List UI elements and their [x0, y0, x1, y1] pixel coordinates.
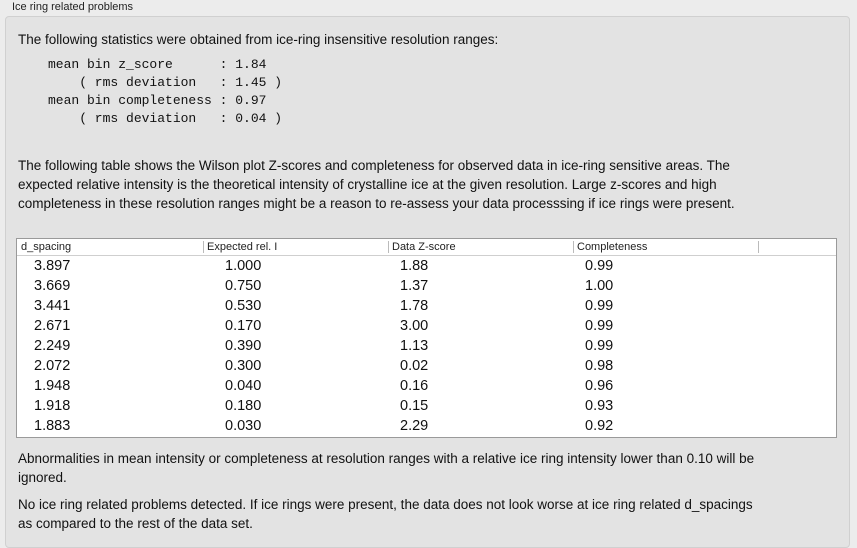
cell-d-spacing: 1.883	[34, 418, 71, 434]
cell-d-spacing: 2.072	[34, 358, 71, 374]
table-row[interactable]: 1.948 0.040 0.16 0.96	[17, 376, 836, 396]
cell-data-z-score: 1.78	[400, 298, 429, 314]
cell-d-spacing: 3.897	[34, 258, 71, 274]
cell-data-z-score: 1.37	[400, 278, 429, 294]
cell-completeness: 0.98	[585, 358, 614, 374]
cell-d-spacing: 2.249	[34, 338, 71, 354]
cell-d-spacing: 1.918	[34, 398, 71, 414]
cell-expected-rel-i: 0.170	[225, 318, 262, 334]
conclusion-text: No ice ring related problems detected. I…	[18, 497, 753, 531]
stat-line: mean bin z_score : 1.84	[48, 57, 267, 72]
table-description: The following table shows the Wilson plo…	[18, 158, 735, 211]
cell-data-z-score: 0.15	[400, 398, 429, 414]
column-header-expected-rel-i[interactable]: Expected rel. I	[207, 241, 278, 253]
cell-completeness: 0.99	[585, 318, 614, 334]
cell-completeness: 0.93	[585, 398, 614, 414]
table-row[interactable]: 3.441 0.530 1.78 0.99	[17, 296, 836, 316]
table-row[interactable]: 1.883 0.030 2.29 0.92	[17, 416, 836, 436]
stats-block: mean bin z_score : 1.84 ( rms deviation …	[48, 56, 282, 128]
table-row[interactable]: 2.072 0.300 0.02 0.98	[17, 356, 836, 376]
cell-completeness: 0.92	[585, 418, 614, 434]
table-row[interactable]: 2.249 0.390 1.13 0.99	[17, 336, 836, 356]
cell-d-spacing: 2.671	[34, 318, 71, 334]
cell-d-spacing: 3.669	[34, 278, 71, 294]
group-title: Ice ring related problems	[12, 1, 134, 13]
cell-completeness: 1.00	[585, 278, 614, 294]
note-text: Abnormalities in mean intensity or compl…	[18, 451, 755, 485]
cell-completeness: 0.99	[585, 258, 614, 274]
stat-line: mean bin completeness : 0.97	[48, 93, 267, 108]
column-header-completeness[interactable]: Completeness	[577, 241, 648, 253]
ice-ring-table[interactable]: d_spacing Expected rel. I Data Z-score C…	[16, 238, 837, 438]
cell-data-z-score: 3.00	[400, 318, 429, 334]
column-header-data-z-score[interactable]: Data Z-score	[392, 241, 456, 253]
table-row[interactable]: 3.897 1.000 1.88 0.99	[17, 256, 836, 276]
table-row[interactable]: 1.918 0.180 0.15 0.93	[17, 396, 836, 416]
cell-d-spacing: 1.948	[34, 378, 71, 394]
cell-expected-rel-i: 0.390	[225, 338, 262, 354]
cell-expected-rel-i: 0.300	[225, 358, 262, 374]
cell-expected-rel-i: 1.000	[225, 258, 262, 274]
stat-line: ( rms deviation : 1.45 )	[48, 75, 283, 90]
cell-data-z-score: 0.02	[400, 358, 429, 374]
intro-text: The following statistics were obtained f…	[18, 32, 499, 47]
cell-expected-rel-i: 0.750	[225, 278, 262, 294]
cell-completeness: 0.96	[585, 378, 614, 394]
cell-data-z-score: 1.88	[400, 258, 429, 274]
cell-data-z-score: 0.16	[400, 378, 429, 394]
cell-completeness: 0.99	[585, 298, 614, 314]
stat-line: ( rms deviation : 0.04 )	[48, 111, 283, 126]
cell-data-z-score: 1.13	[400, 338, 429, 354]
cell-expected-rel-i: 0.040	[225, 378, 262, 394]
cell-expected-rel-i: 0.180	[225, 398, 262, 414]
cell-expected-rel-i: 0.530	[225, 298, 262, 314]
cell-completeness: 0.99	[585, 338, 614, 354]
column-header-d-spacing[interactable]: d_spacing	[21, 241, 72, 253]
cell-d-spacing: 3.441	[34, 298, 71, 314]
table-row[interactable]: 3.669 0.750 1.37 1.00	[17, 276, 836, 296]
cell-expected-rel-i: 0.030	[225, 418, 262, 434]
table-header: d_spacing Expected rel. I Data Z-score C…	[17, 239, 836, 256]
cell-data-z-score: 2.29	[400, 418, 429, 434]
table-row[interactable]: 2.671 0.170 3.00 0.99	[17, 316, 836, 336]
